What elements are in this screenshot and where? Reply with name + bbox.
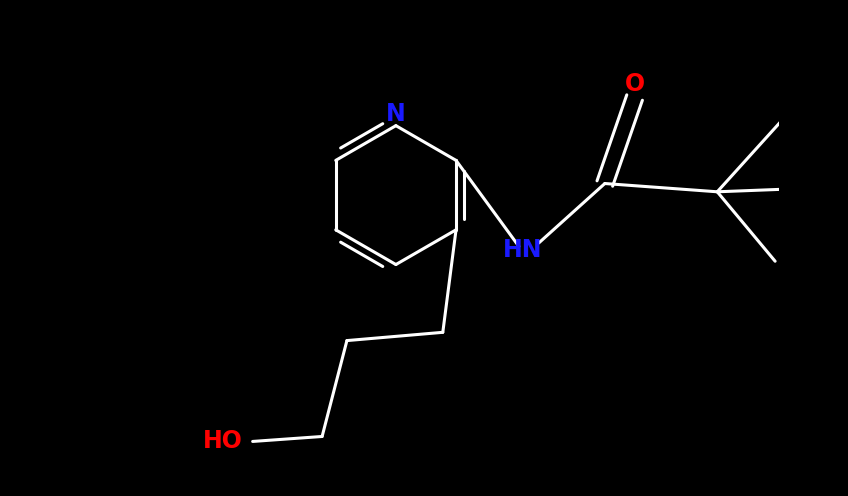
Text: N: N	[386, 102, 406, 126]
Text: HN: HN	[502, 238, 542, 262]
Text: HO: HO	[203, 430, 243, 453]
Text: O: O	[624, 72, 644, 96]
